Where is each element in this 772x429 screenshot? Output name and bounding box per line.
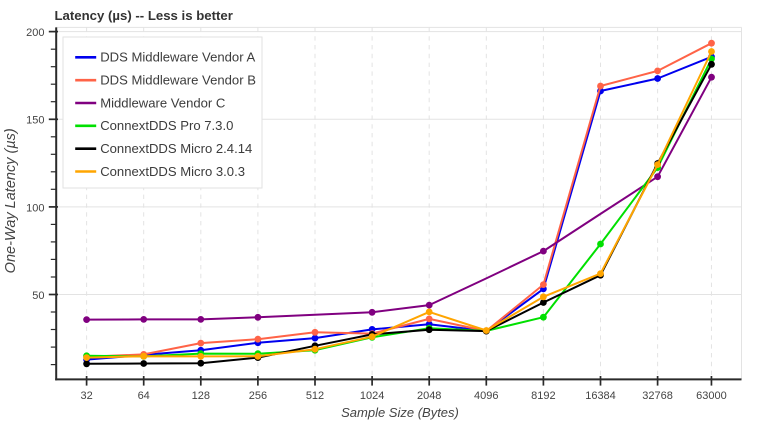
svg-text:DDS Middleware Vendor A: DDS Middleware Vendor A [100, 50, 255, 65]
svg-text:16384: 16384 [585, 390, 616, 402]
svg-text:One-Way Latency (µs): One-Way Latency (µs) [3, 128, 19, 273]
svg-text:200: 200 [26, 27, 44, 39]
svg-text:150: 150 [26, 115, 44, 127]
svg-text:128: 128 [192, 390, 210, 402]
svg-text:32: 32 [80, 390, 92, 402]
svg-text:DDS Middleware Vendor B: DDS Middleware Vendor B [100, 73, 256, 88]
svg-text:64: 64 [138, 390, 150, 402]
svg-text:Sample Size (Bytes): Sample Size (Bytes) [341, 405, 459, 420]
svg-text:512: 512 [306, 390, 324, 402]
svg-text:8192: 8192 [531, 390, 555, 402]
svg-text:4096: 4096 [474, 390, 498, 402]
svg-text:50: 50 [32, 290, 44, 302]
svg-text:Latency (µs) -- Less is better: Latency (µs) -- Less is better [55, 8, 233, 23]
svg-text:ConnextDDS Micro 3.0.3: ConnextDDS Micro 3.0.3 [100, 164, 245, 179]
svg-text:256: 256 [249, 390, 267, 402]
svg-text:63000: 63000 [696, 390, 727, 402]
svg-text:2048: 2048 [417, 390, 441, 402]
svg-text:32768: 32768 [642, 390, 673, 402]
svg-text:Middleware Vendor C: Middleware Vendor C [100, 95, 225, 110]
svg-text:ConnextDDS Pro 7.3.0: ConnextDDS Pro 7.3.0 [100, 118, 233, 133]
svg-text:100: 100 [26, 202, 44, 214]
svg-text:1024: 1024 [360, 390, 384, 402]
svg-text:ConnextDDS Micro 2.4.14: ConnextDDS Micro 2.4.14 [100, 141, 252, 156]
